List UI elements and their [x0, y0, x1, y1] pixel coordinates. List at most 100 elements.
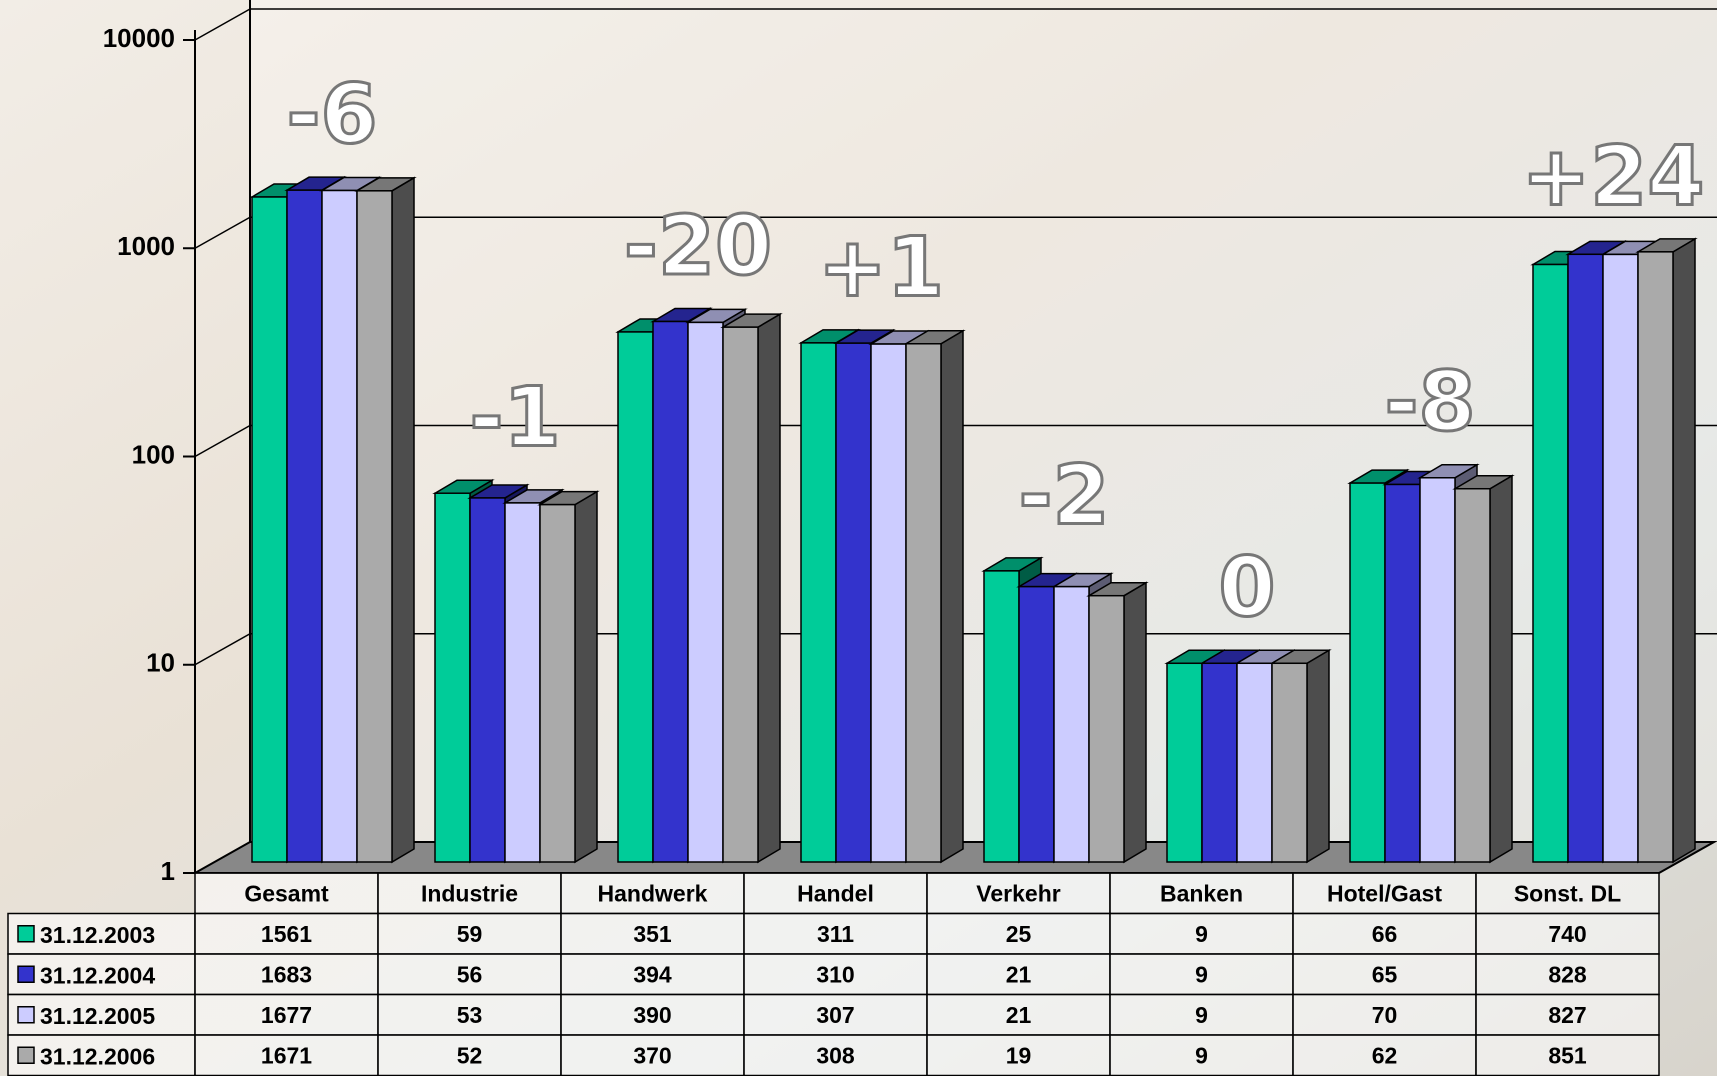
bar: [1272, 663, 1307, 862]
table-value: 1683: [261, 961, 312, 987]
bar: [1385, 484, 1420, 862]
annotation: -20: [624, 199, 772, 294]
bar-side: [392, 178, 414, 862]
table-value: 311: [817, 921, 854, 947]
bar: [1638, 252, 1673, 862]
table-value: 66: [1372, 921, 1398, 947]
table-value: 740: [1548, 921, 1586, 947]
bar: [435, 493, 470, 862]
bar: [984, 571, 1019, 862]
table-value: 9: [1195, 1002, 1208, 1028]
table-value: 1677: [261, 1002, 312, 1028]
table-value: 1561: [261, 921, 312, 947]
bar: [1019, 587, 1054, 862]
chart: 110100100010000-6-1-20+1-20-8+24GesamtIn…: [0, 0, 1717, 1076]
category-label: Industrie: [421, 880, 518, 906]
bar: [836, 343, 871, 862]
bar-side: [1307, 650, 1329, 862]
bar: [1568, 254, 1603, 862]
y-tick-label: 10: [146, 648, 175, 678]
table-value: 310: [816, 961, 854, 987]
bar: [1350, 483, 1385, 862]
y-tick-label: 1000: [117, 231, 175, 261]
table-value: 9: [1195, 1042, 1208, 1068]
legend-label: 31.12.2004: [40, 962, 155, 988]
table-value: 56: [457, 961, 483, 987]
bar: [618, 332, 653, 862]
bar: [1202, 663, 1237, 862]
category-label: Handwerk: [598, 880, 708, 906]
annotation: -8: [1384, 355, 1475, 450]
table-value: 308: [816, 1042, 855, 1068]
y-tick-label: 100: [132, 439, 175, 469]
bar-side: [575, 492, 597, 862]
bar: [322, 190, 357, 862]
table-value: 390: [633, 1002, 671, 1028]
bar: [906, 344, 941, 862]
page: 110100100010000-6-1-20+1-20-8+24GesamtIn…: [0, 0, 1717, 1076]
legend-swatch: [18, 966, 34, 982]
bar: [1089, 596, 1124, 862]
table-value: 53: [457, 1002, 483, 1028]
category-label: Gesamt: [244, 880, 329, 906]
legend-label: 31.12.2006: [40, 1043, 155, 1069]
bar: [287, 190, 322, 862]
bar: [1054, 587, 1089, 862]
legend-swatch: [18, 1047, 34, 1063]
table-value: 19: [1006, 1042, 1032, 1068]
table-value: 851: [1548, 1042, 1587, 1068]
annotation: -1: [469, 371, 560, 466]
bar: [1420, 478, 1455, 862]
bar: [1603, 254, 1638, 862]
bar: [505, 503, 540, 862]
category-label: Banken: [1160, 880, 1243, 906]
annotation: -2: [1018, 448, 1109, 543]
legend-swatch: [18, 1007, 34, 1023]
table-value: 21: [1006, 1002, 1032, 1028]
bar-side: [758, 314, 780, 862]
table-value: 1671: [261, 1042, 312, 1068]
bar-side: [1673, 239, 1695, 862]
legend-label: 31.12.2005: [40, 1003, 155, 1029]
bar: [470, 498, 505, 862]
bar: [252, 197, 287, 862]
bar: [801, 343, 836, 862]
table-value: 351: [633, 921, 672, 947]
table-value: 70: [1372, 1002, 1398, 1028]
y-tick-label: 1: [161, 856, 175, 886]
bar: [723, 327, 758, 862]
annotation: -6: [286, 68, 377, 163]
category-label: Handel: [797, 880, 874, 906]
annotation: +1: [818, 220, 944, 315]
legend-label: 31.12.2003: [40, 922, 155, 948]
table-value: 827: [1548, 1002, 1586, 1028]
bar: [357, 191, 392, 862]
category-label: Hotel/Gast: [1327, 880, 1442, 906]
table-value: 52: [457, 1042, 483, 1068]
bar-side: [941, 331, 963, 862]
bar: [1533, 264, 1568, 862]
bar: [1237, 663, 1272, 862]
table-value: 59: [457, 921, 483, 947]
table-value: 65: [1372, 961, 1398, 987]
legend-swatch: [18, 926, 34, 942]
bar: [871, 344, 906, 862]
bar-side: [1490, 476, 1512, 862]
table-value: 9: [1195, 961, 1208, 987]
table-value: 307: [816, 1002, 854, 1028]
annotation: +24: [1522, 129, 1705, 224]
category-label: Verkehr: [976, 880, 1060, 906]
bar-side: [1124, 583, 1146, 862]
annotation: 0: [1218, 541, 1275, 636]
table-value: 21: [1006, 961, 1032, 987]
y-tick-label: 10000: [103, 23, 175, 53]
bar: [1167, 663, 1202, 862]
table-value: 370: [633, 1042, 671, 1068]
table-value: 62: [1372, 1042, 1398, 1068]
category-label: Sonst. DL: [1514, 880, 1621, 906]
bar: [1455, 489, 1490, 862]
bar: [653, 321, 688, 862]
table-value: 828: [1548, 961, 1587, 987]
table-value: 9: [1195, 921, 1208, 947]
bar: [540, 505, 575, 862]
